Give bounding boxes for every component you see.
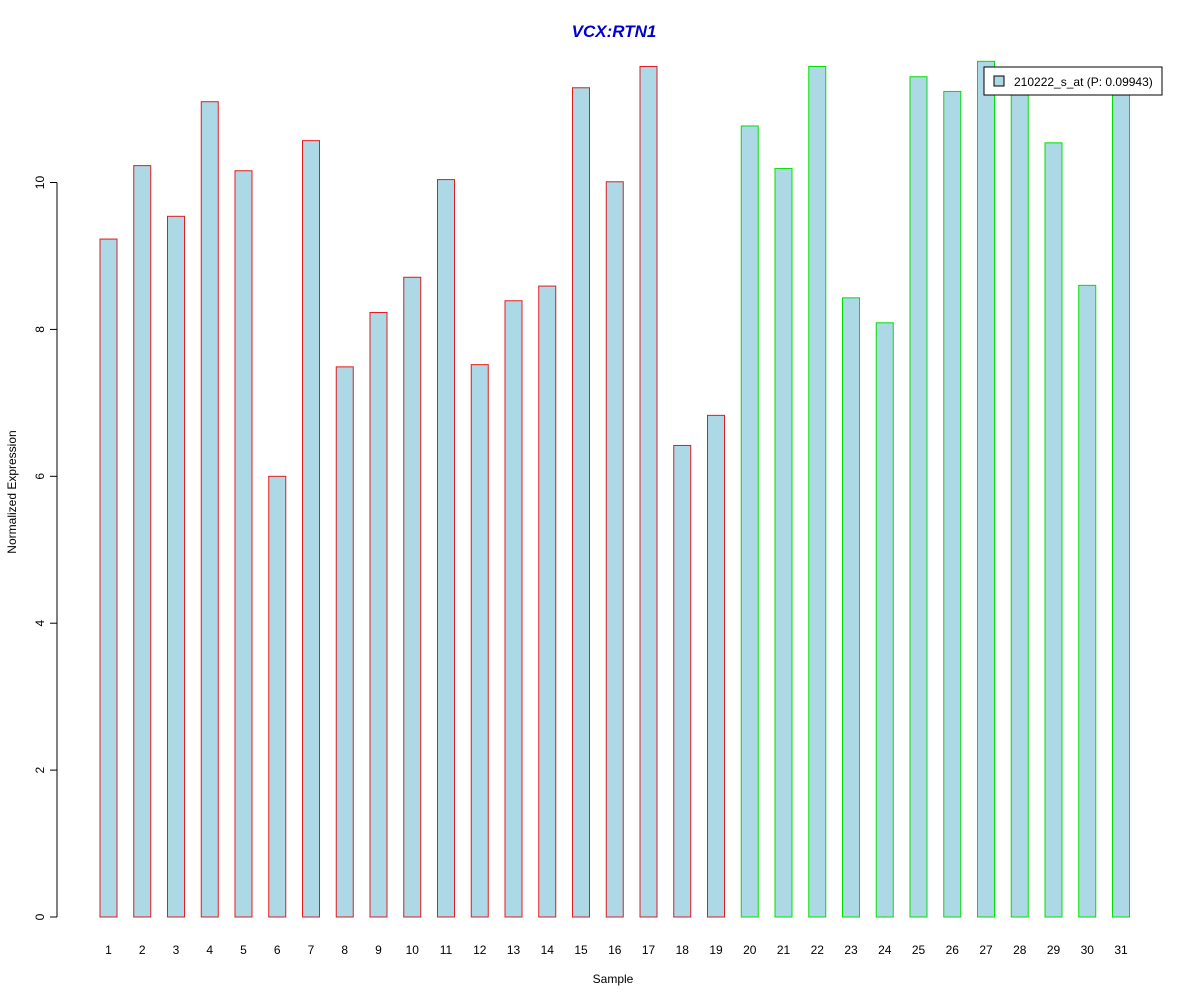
bar-sample-5: [234, 170, 253, 918]
x-tick-label: 9: [375, 943, 382, 957]
legend: 210222_s_at (P: 0.09943): [983, 66, 1163, 96]
legend-swatch: [993, 75, 1005, 87]
legend-box: [983, 66, 1163, 96]
x-tick-label: 19: [709, 943, 723, 957]
x-tick-label: 28: [1013, 943, 1027, 957]
x-tick-label: 3: [173, 943, 180, 957]
bar-sample-7: [302, 140, 320, 918]
x-tick-label: 30: [1081, 943, 1095, 957]
x-tick-label: 7: [308, 943, 315, 957]
y-tick-label: 0: [33, 913, 47, 920]
x-tick-label: 2: [139, 943, 146, 957]
x-tick-label: 13: [507, 943, 521, 957]
x-tick-label: 15: [574, 943, 588, 957]
x-tick-label: 1: [105, 943, 112, 957]
x-tick-label: 20: [743, 943, 757, 957]
bar-sample-27: [977, 60, 995, 918]
x-tick-label: 5: [240, 943, 247, 957]
bar-sample-30: [1078, 284, 1097, 918]
bar-sample-8: [335, 366, 354, 918]
y-tick-label: 8: [33, 326, 47, 333]
bars-group: [99, 60, 1130, 918]
x-tick-label: 21: [777, 943, 791, 957]
x-tick-label: 10: [406, 943, 420, 957]
bar-sample-13: [504, 300, 523, 918]
chart-title: VCX:RTN1: [572, 22, 657, 41]
x-tick-label: 4: [206, 943, 213, 957]
bar-sample-6: [268, 475, 287, 918]
x-tick-label: 24: [878, 943, 892, 957]
bar-sample-31: [1112, 86, 1130, 918]
x-tick-label: 18: [676, 943, 690, 957]
x-tick-label: 6: [274, 943, 281, 957]
x-tick-label: 12: [473, 943, 487, 957]
x-tick-label: 25: [912, 943, 926, 957]
x-tick-label: 11: [440, 943, 453, 957]
x-tick-label: 23: [844, 943, 858, 957]
bar-sample-2: [133, 165, 152, 918]
bar-sample-12: [470, 364, 489, 918]
bar-sample-14: [538, 285, 557, 918]
bar-sample-9: [369, 312, 388, 918]
bar-sample-28: [1010, 93, 1029, 918]
bar-sample-20: [740, 125, 759, 918]
y-axis-title: Normalized Expression: [5, 430, 19, 553]
y-tick-label: 6: [33, 473, 47, 480]
bar-sample-19: [707, 414, 725, 918]
bar-sample-18: [673, 444, 692, 918]
bar-sample-17: [639, 65, 658, 918]
y-tick-label: 10: [33, 176, 47, 190]
y-tick-label: 4: [33, 620, 47, 627]
bar-sample-10: [403, 276, 422, 918]
bar-sample-25: [909, 76, 928, 918]
x-tick-label: 26: [946, 943, 960, 957]
x-tick-label: 14: [541, 943, 555, 957]
x-tick-label: 17: [642, 943, 656, 957]
bar-sample-15: [572, 87, 590, 918]
bar-sample-3: [167, 215, 185, 918]
bar-sample-26: [943, 90, 962, 918]
x-axis-title: Sample: [593, 972, 634, 986]
x-tick-label: 16: [608, 943, 622, 957]
x-tick-label: 8: [341, 943, 348, 957]
x-tick-label: 31: [1114, 943, 1128, 957]
bar-sample-11: [437, 179, 455, 918]
bar-sample-22: [808, 65, 827, 918]
y-tick-label: 2: [33, 766, 47, 773]
x-tick-label: 29: [1047, 943, 1061, 957]
bar-sample-4: [200, 101, 219, 918]
x-tick-labels: 1 2 3 4 5 6 7 8 9 10 11 12 13 14 15 16 17 18 19 20 21 22 23 24 2…: [105, 943, 1128, 957]
legend-label: 210222_s_at (P: 0.09943): [1014, 75, 1153, 89]
bar-sample-29: [1044, 142, 1063, 918]
bar-sample-23: [842, 297, 860, 918]
x-tick-label: 27: [979, 943, 993, 957]
x-tick-label: 22: [811, 943, 825, 957]
bar-sample-21: [774, 168, 793, 918]
bar-sample-1: [99, 238, 118, 918]
y-axis: 0 2 4 6 8 10: [33, 176, 58, 920]
bar-sample-24: [875, 322, 894, 918]
bar-sample-16: [605, 181, 624, 918]
